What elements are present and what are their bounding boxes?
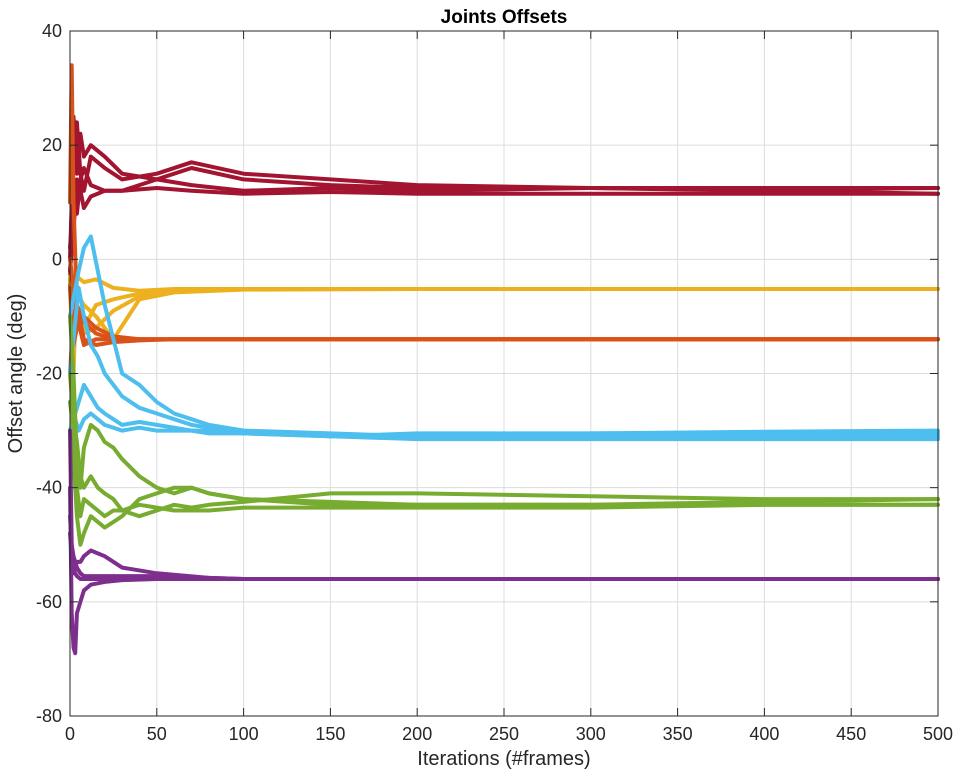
x-tick-label: 250 bbox=[489, 724, 519, 744]
series-line-18 bbox=[68, 428, 940, 547]
series-line-20 bbox=[68, 400, 940, 519]
series-line-3 bbox=[68, 166, 940, 250]
y-tick-label: -60 bbox=[36, 592, 62, 612]
x-tick-label: 300 bbox=[576, 724, 606, 744]
x-tick-label: 200 bbox=[402, 724, 432, 744]
x-tick-label: 450 bbox=[836, 724, 866, 744]
series-line-4 bbox=[68, 177, 940, 273]
x-tick-label: 350 bbox=[663, 724, 693, 744]
y-tick-label: 40 bbox=[42, 21, 62, 41]
chart-title: Joints Offsets bbox=[441, 7, 568, 28]
y-tick-label: 0 bbox=[52, 249, 62, 269]
x-tick-label: 50 bbox=[147, 724, 167, 744]
x-tick-label: 500 bbox=[923, 724, 953, 744]
y-tick-label: 20 bbox=[42, 135, 62, 155]
x-tick-label: 150 bbox=[315, 724, 345, 744]
y-tick-label: -20 bbox=[36, 364, 62, 384]
x-tick-label: 0 bbox=[65, 724, 75, 744]
y-axis-label: Offset angle (deg) bbox=[5, 294, 27, 454]
axis-ticks: 0 50 100 150 200 250 300 350 400 450 500-80-60-40-… bbox=[36, 21, 953, 744]
x-axis-label: Iterations (#frames) bbox=[417, 748, 590, 770]
series-line-12 bbox=[68, 257, 940, 347]
y-tick-label: -40 bbox=[36, 478, 62, 498]
series-line-15 bbox=[68, 382, 940, 439]
y-tick-label: -80 bbox=[36, 706, 62, 726]
series-line-19 bbox=[68, 371, 940, 519]
series-lines bbox=[68, 63, 940, 656]
series-line-2 bbox=[68, 120, 940, 262]
x-tick-label: 100 bbox=[229, 724, 259, 744]
series-line-16 bbox=[68, 400, 940, 442]
x-tick-label: 400 bbox=[749, 724, 779, 744]
series-line-24 bbox=[68, 428, 940, 581]
